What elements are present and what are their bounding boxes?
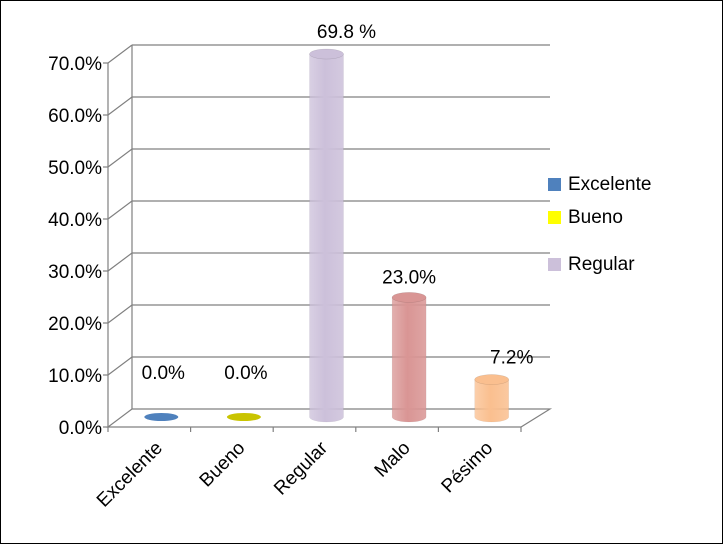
- x-tick-label-malo: Malo: [371, 438, 415, 482]
- legend-label-regular: Regular: [568, 254, 635, 275]
- y-tick-label: 0.0%: [59, 418, 102, 439]
- legend-item-bueno: Bueno: [548, 205, 668, 230]
- gridline-side: [107, 200, 133, 220]
- legend-item-regular: Regular: [548, 252, 668, 277]
- bar-pesimo: [474, 379, 509, 423]
- axes: 0.0% 10.0% 20.0% 30.0% 40.0% 50.0% 60.0% 70.0%: [48, 44, 553, 439]
- legend-swatch-excelente: [548, 178, 561, 191]
- bar-pesimo-top: [474, 374, 509, 385]
- x-tick-label-regular: Regular: [270, 437, 332, 499]
- data-label-malo: 23.0%: [382, 267, 436, 288]
- y-tick-label: 20.0%: [48, 314, 102, 335]
- data-label-bueno: 0.0%: [224, 363, 267, 384]
- gridline-side: [107, 252, 133, 272]
- gridline-side: [107, 148, 133, 168]
- bars: [144, 48, 509, 423]
- y-tick-label: 70.0%: [48, 54, 102, 75]
- bar-malo: [391, 297, 427, 423]
- gridline-side: [107, 356, 133, 376]
- legend-item-excelente: Excelente: [548, 172, 668, 197]
- y-tick-label: 40.0%: [48, 210, 102, 231]
- y-tick-label: 60.0%: [48, 106, 102, 127]
- gridline-side: [107, 44, 133, 64]
- y-tick-label: 30.0%: [48, 262, 102, 283]
- legend: Excelente Bueno Regular: [548, 172, 668, 285]
- x-tick-label-pesimo: Pésimo: [438, 438, 498, 498]
- bar-bueno: [226, 413, 261, 421]
- gridline-side: [107, 304, 133, 324]
- bar-excelente: [144, 413, 179, 421]
- gridline-side: [107, 96, 133, 116]
- legend-label-bueno: Bueno: [568, 207, 623, 228]
- floor: [106, 408, 553, 428]
- data-label-pesimo: 7.2%: [490, 348, 533, 369]
- data-label-excelente: 0.0%: [142, 363, 185, 384]
- data-label-regular: 69.8 %: [317, 22, 376, 43]
- x-tick-label-excelente: Excelente: [93, 438, 167, 512]
- x-tick-label-bueno: Bueno: [196, 438, 250, 492]
- y-tick-label: 10.0%: [48, 366, 102, 387]
- legend-label-excelente: Excelente: [568, 174, 652, 195]
- bar-malo-top: [391, 292, 427, 303]
- y-tick-label: 50.0%: [48, 158, 102, 179]
- bar-regular: [309, 53, 344, 423]
- legend-swatch-regular: [548, 258, 561, 271]
- bar-regular-top: [309, 48, 344, 60]
- legend-swatch-bueno: [548, 211, 561, 224]
